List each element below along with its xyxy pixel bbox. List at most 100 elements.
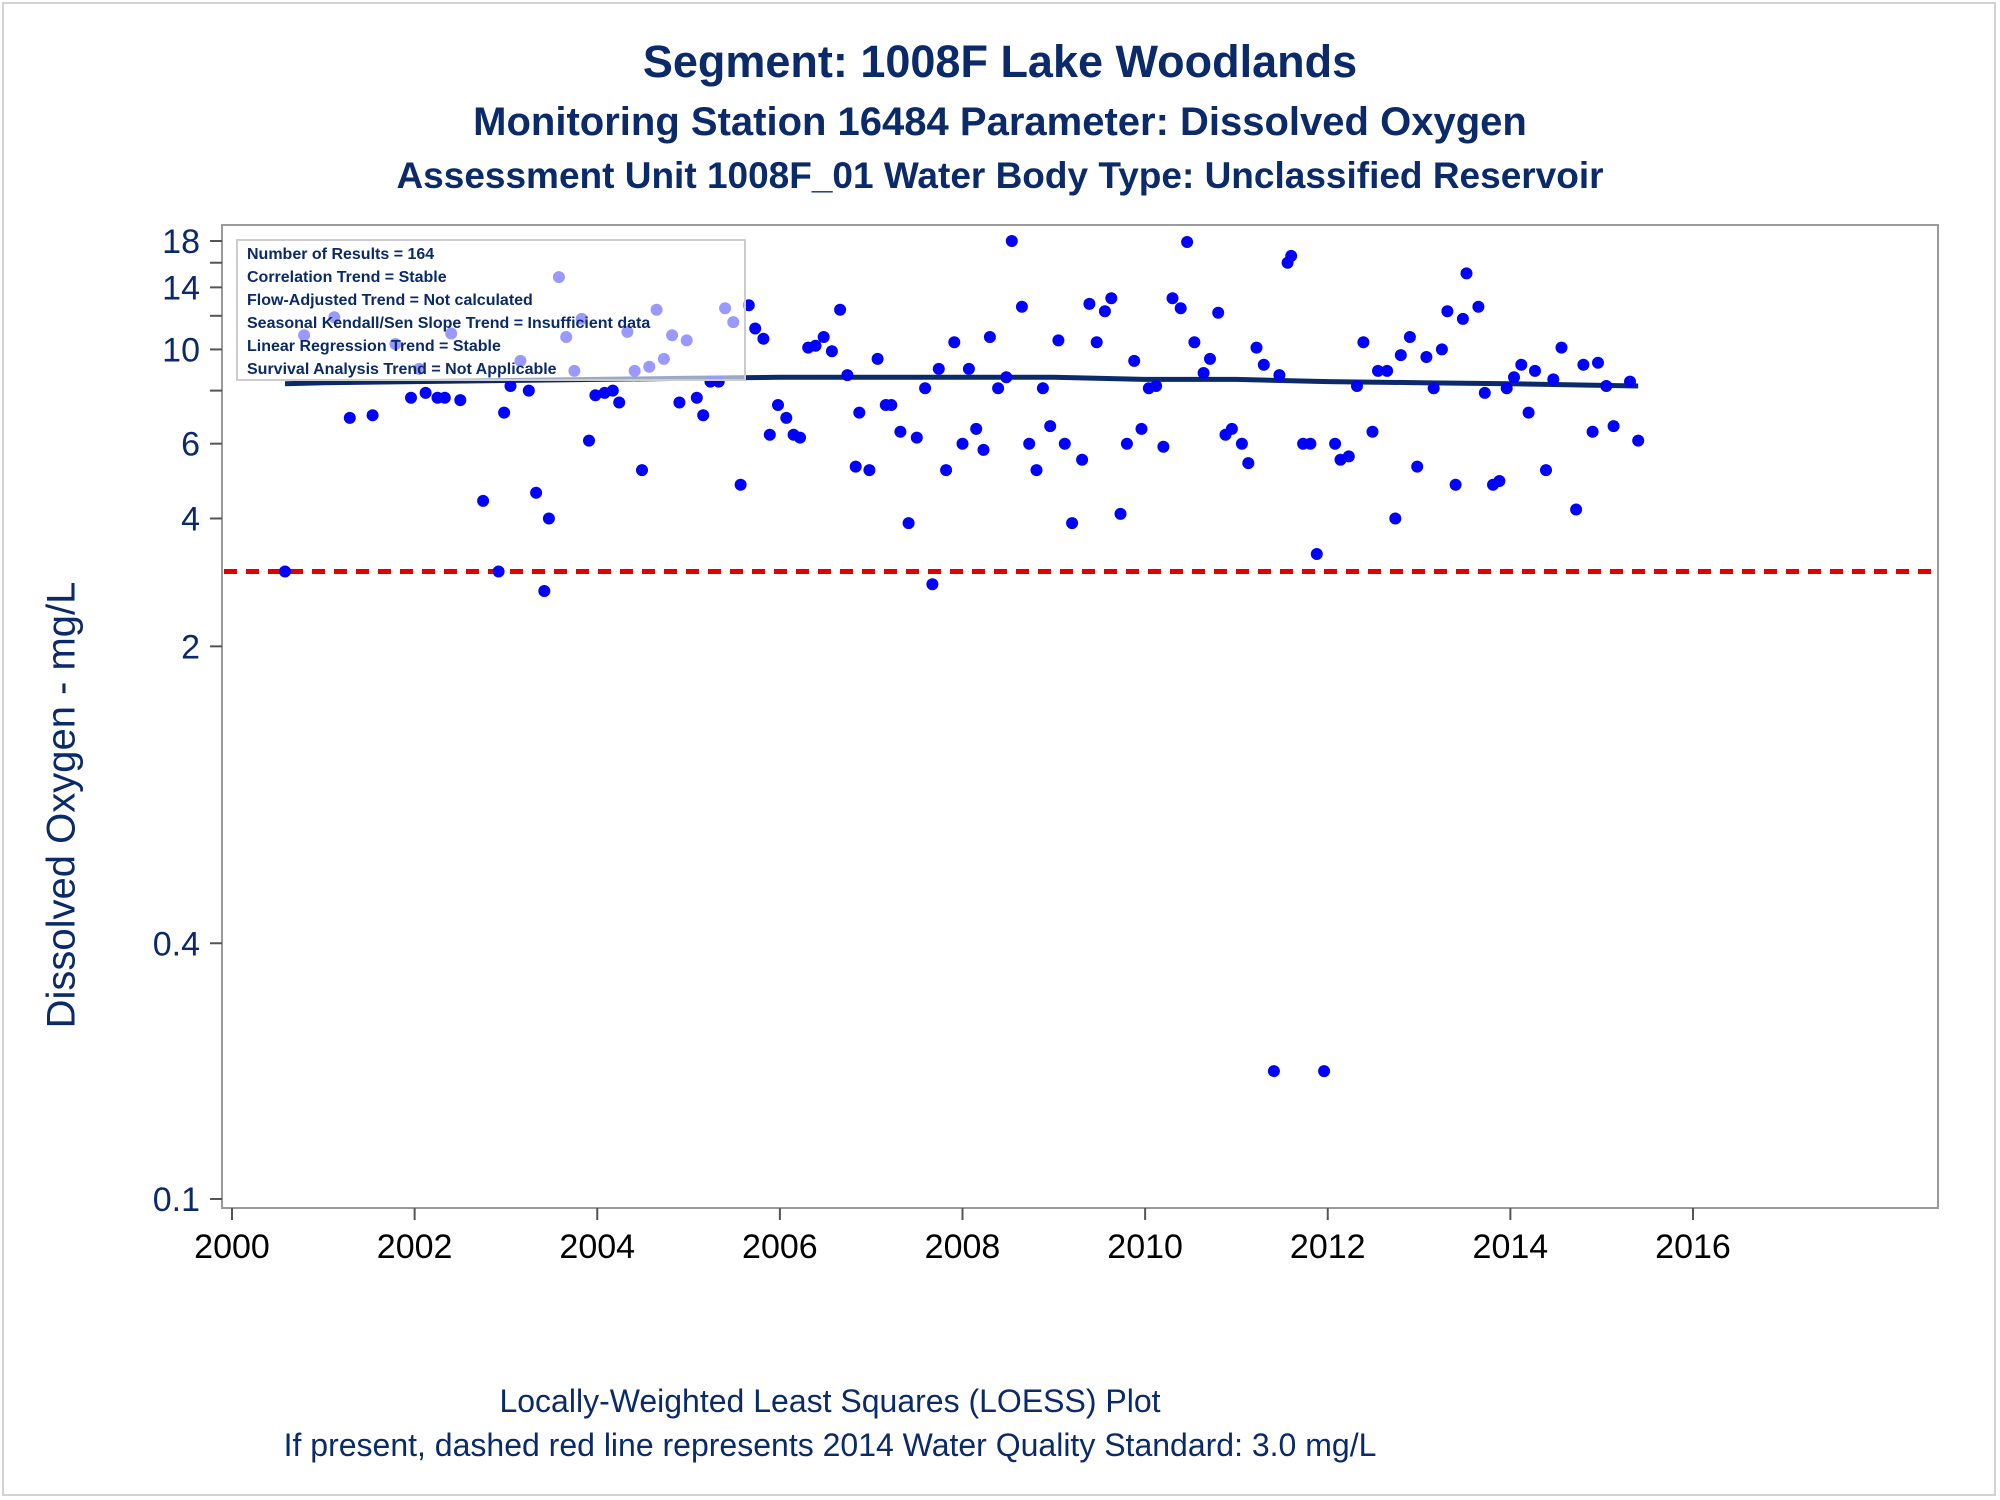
loess-line (284, 374, 1639, 389)
data-point (1529, 364, 1541, 377)
data-point (757, 332, 770, 345)
data-point (1114, 507, 1127, 520)
data-point (772, 399, 784, 411)
data-point (1420, 351, 1433, 363)
data-point (1522, 406, 1535, 419)
data-point (1005, 235, 1018, 247)
data-point (1592, 356, 1604, 369)
data-point (1030, 464, 1043, 477)
data-point (1225, 422, 1238, 435)
data-point (636, 464, 648, 477)
data-point (1389, 512, 1402, 525)
data-point (279, 565, 291, 578)
info-box: Number of Results = 164 Correlation Trend… (236, 239, 746, 381)
y-tick-label: 0.1 (153, 1181, 200, 1219)
data-point (1427, 382, 1440, 395)
data-point (1285, 249, 1298, 262)
data-point (1157, 440, 1170, 453)
data-point (438, 391, 451, 404)
data-point (1472, 300, 1485, 313)
data-point (1066, 517, 1079, 530)
data-point (1181, 236, 1194, 248)
data-point (841, 369, 854, 382)
data-point (1135, 422, 1148, 435)
data-point (1036, 382, 1049, 395)
data-point (1441, 305, 1454, 318)
data-point (1540, 464, 1552, 477)
y-tick-label: 14 (162, 269, 200, 307)
data-point (1310, 548, 1323, 560)
data-point (992, 382, 1005, 395)
data-point (1460, 267, 1473, 280)
data-point (1098, 305, 1111, 318)
data-point (885, 399, 898, 411)
data-point (522, 384, 535, 397)
data-point (1508, 371, 1520, 384)
data-point (1435, 343, 1448, 356)
data-point (809, 339, 822, 352)
data-point (1329, 437, 1342, 450)
data-point (962, 362, 975, 375)
info-box-line: Seasonal Kendall/Sen Slope Trend = Insuf… (247, 315, 650, 332)
data-point (504, 380, 517, 392)
x-tick-label: 2008 (925, 1228, 1001, 1266)
data-point (492, 565, 505, 578)
data-point (1000, 371, 1013, 384)
data-point (1023, 437, 1036, 450)
data-point (853, 406, 866, 419)
data-point (405, 391, 417, 404)
data-point (894, 425, 907, 438)
x-tick-label: 2012 (1290, 1228, 1366, 1266)
data-point (977, 443, 990, 456)
data-point (1204, 352, 1216, 365)
data-point (956, 437, 969, 450)
data-point (749, 322, 762, 335)
x-tick-label: 2004 (559, 1228, 635, 1266)
data-point (498, 406, 511, 419)
data-point (1586, 425, 1599, 438)
data-point (919, 382, 932, 395)
info-box-line: Number of Results = 164 (247, 246, 434, 263)
x-tick-label: 2016 (1655, 1228, 1731, 1266)
data-point (1449, 478, 1462, 491)
data-point (1083, 297, 1096, 310)
data-point (734, 478, 747, 491)
y-tick-label: 10 (162, 331, 200, 369)
data-point (902, 517, 915, 530)
data-point (1242, 457, 1255, 470)
y-tick-label: 2 (181, 628, 200, 666)
data-point (926, 578, 939, 591)
loess-line-group (284, 374, 1639, 389)
y-tick-label: 18 (162, 223, 200, 261)
data-point (1044, 420, 1057, 433)
data-point (1150, 380, 1163, 392)
data-point (1570, 503, 1583, 516)
data-point (613, 396, 626, 409)
data-point (948, 336, 961, 349)
x-tick-label: 2006 (742, 1228, 818, 1266)
data-point (910, 431, 923, 444)
data-point (589, 389, 602, 402)
data-point (697, 409, 710, 422)
x-tick-label: 2000 (194, 1228, 270, 1266)
data-point (970, 422, 983, 435)
footnote-2: If present, dashed red line represents 2… (283, 1427, 1377, 1463)
data-point (817, 331, 830, 343)
chart-title: Segment: 1008F Lake Woodlands (642, 36, 1358, 87)
data-point (849, 460, 862, 473)
plot-area-border (221, 224, 1939, 1209)
axes: 2000 2002 2004 2006 2008 2010 2012 2014 2016 0.1 0… (153, 223, 1939, 1266)
data-point (1607, 420, 1620, 433)
data-point (1273, 369, 1286, 382)
data-point (538, 585, 551, 597)
data-point (530, 486, 543, 499)
y-tick-label: 0.4 (153, 925, 200, 963)
data-point (343, 411, 356, 424)
x-tick-label: 2010 (1107, 1228, 1183, 1266)
data-point (1188, 336, 1201, 349)
data-point (780, 411, 793, 424)
data-point (477, 494, 490, 507)
data-point (1015, 300, 1028, 313)
